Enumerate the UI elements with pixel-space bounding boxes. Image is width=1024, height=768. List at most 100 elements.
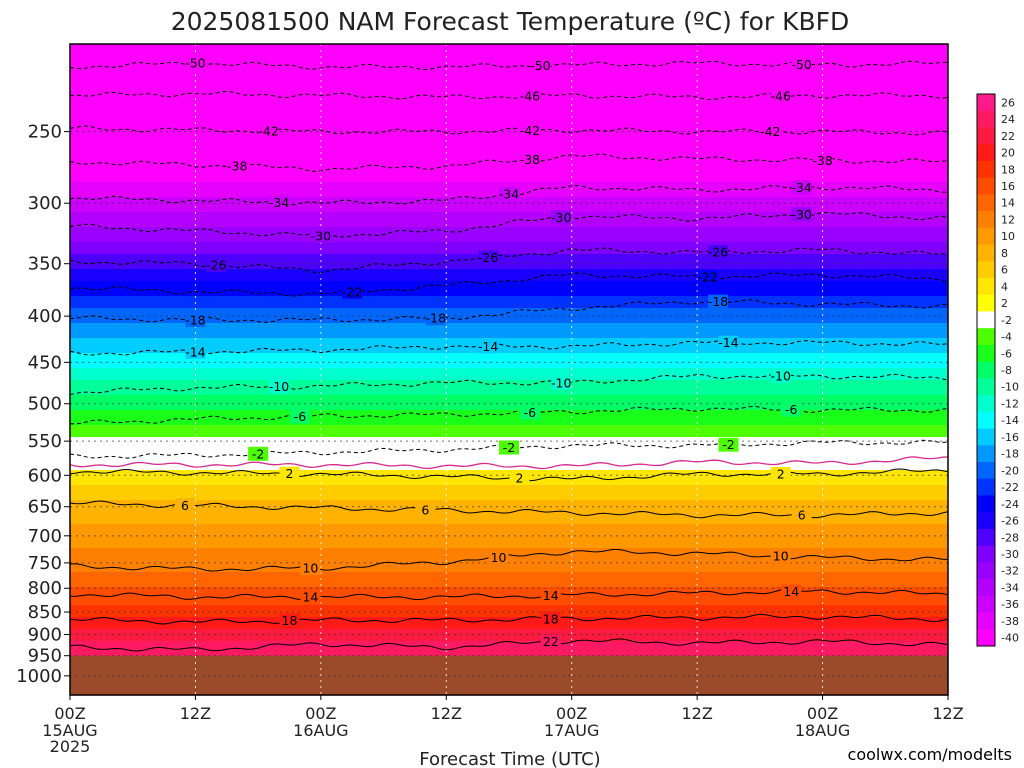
temperature-band xyxy=(70,593,948,597)
isotherm-label: -26 xyxy=(478,250,498,265)
isotherm-label-bg xyxy=(770,466,791,481)
x-axis-label: Forecast Time (UTC) xyxy=(419,749,600,768)
isotherm-label: -6 xyxy=(524,405,537,420)
temperature-band xyxy=(70,50,948,54)
temperature-band xyxy=(70,581,948,585)
temperature-band xyxy=(70,185,948,189)
isotherm-line xyxy=(69,638,949,652)
isotherm-label-bg xyxy=(540,588,561,603)
isotherm-label: -26 xyxy=(708,244,728,259)
isotherm-line xyxy=(69,90,949,101)
temperature-band xyxy=(70,503,948,507)
isotherm-label-bg xyxy=(781,402,802,417)
temperature-band xyxy=(70,647,948,651)
isotherm-label-bg xyxy=(499,440,519,455)
temperature-band xyxy=(70,512,948,516)
temperature-band xyxy=(70,596,948,600)
temperature-band xyxy=(70,383,948,387)
colorbar-label: -16 xyxy=(1001,431,1019,444)
temperature-band xyxy=(70,419,948,423)
colorbar-label: 18 xyxy=(1001,163,1015,176)
isotherm-label: -38 xyxy=(812,153,832,168)
temperature-band xyxy=(70,362,948,366)
temperature-band xyxy=(70,158,948,162)
isotherm-label-bg xyxy=(415,502,436,517)
colorbar-swatch xyxy=(977,512,995,530)
temperature-band xyxy=(70,584,948,588)
isotherm-label-bg xyxy=(781,584,802,599)
temperature-band xyxy=(70,497,948,501)
colorbar-label: -34 xyxy=(1001,581,1019,594)
temperature-band xyxy=(70,650,948,654)
temperature-band xyxy=(70,53,948,57)
isotherm-label-bg xyxy=(718,335,739,350)
isotherm-line xyxy=(69,272,949,297)
isotherm-label-bg xyxy=(185,344,206,359)
isotherm-label-bg xyxy=(540,611,561,626)
colorbar-label: -36 xyxy=(1001,598,1019,611)
temperature-band xyxy=(70,335,948,339)
isotherm-line xyxy=(69,456,949,470)
isotherm-label-bg xyxy=(478,339,499,354)
isotherm-label: -6 xyxy=(294,409,307,424)
colorbar-frame xyxy=(976,93,996,647)
isotherm-label: -22 xyxy=(697,269,717,284)
temperature-band xyxy=(70,296,948,300)
temperature-band xyxy=(70,308,948,312)
colorbar-swatch xyxy=(977,428,995,446)
isotherm-label: -50 xyxy=(185,56,205,71)
temperature-band xyxy=(70,218,948,222)
temperature-band xyxy=(70,146,948,150)
colorbar-swatch xyxy=(977,629,995,647)
y-tick-label: 450 xyxy=(28,352,62,373)
temperature-band xyxy=(70,611,948,615)
temperature-band xyxy=(70,287,948,291)
y-tick-label: 600 xyxy=(28,465,62,486)
isotherm-label: -14 xyxy=(478,339,498,354)
temperature-band xyxy=(70,464,948,468)
temperature-band xyxy=(70,143,948,147)
temperature-band xyxy=(70,182,948,186)
temperature-band xyxy=(70,500,948,504)
temperature-band xyxy=(70,128,948,132)
isotherm-label-bg xyxy=(519,89,540,104)
temperature-band xyxy=(70,56,948,60)
temperature-band xyxy=(70,155,948,159)
colorbar-label: -24 xyxy=(1001,498,1019,511)
temperature-band xyxy=(70,140,948,144)
temperature-band xyxy=(70,518,948,522)
isotherm-label-bg xyxy=(499,186,519,201)
isotherm-label: 18 xyxy=(282,613,298,628)
isotherm-label: 2 xyxy=(286,466,294,481)
temperature-band xyxy=(70,329,948,333)
temperature-band xyxy=(70,113,948,117)
isotherm-label-bg xyxy=(279,466,300,481)
isotherm-label: -42 xyxy=(520,123,540,138)
temperature-band xyxy=(70,602,948,606)
temperature-band xyxy=(70,491,948,495)
isotherm-label: -10 xyxy=(269,379,289,394)
y-tick-label: 650 xyxy=(28,497,62,518)
temperature-band xyxy=(70,560,948,564)
temperature-band xyxy=(70,587,948,591)
temperature-band xyxy=(70,320,948,324)
x-tick-label: 12Z xyxy=(932,704,963,723)
temperature-band xyxy=(70,293,948,297)
temperature-band xyxy=(70,509,948,513)
x-tick-date-label: 18AUG xyxy=(795,721,850,740)
temperature-band xyxy=(70,200,948,204)
colorbar-swatch xyxy=(977,144,995,162)
temperature-band xyxy=(70,365,948,369)
temperature-band xyxy=(70,635,948,639)
colorbar-swatch xyxy=(977,411,995,429)
isotherm-label: -34 xyxy=(791,180,811,195)
isotherm-line xyxy=(69,153,949,172)
isotherm-label: -2 xyxy=(252,446,264,461)
temperature-band xyxy=(70,152,948,156)
temperature-band xyxy=(70,83,948,87)
temperature-band xyxy=(70,572,948,576)
isotherm-label-bg xyxy=(509,471,530,486)
colorbar-label: -6 xyxy=(1001,347,1012,360)
colorbar-swatch xyxy=(977,278,995,296)
isotherm-label: -22 xyxy=(342,284,362,299)
